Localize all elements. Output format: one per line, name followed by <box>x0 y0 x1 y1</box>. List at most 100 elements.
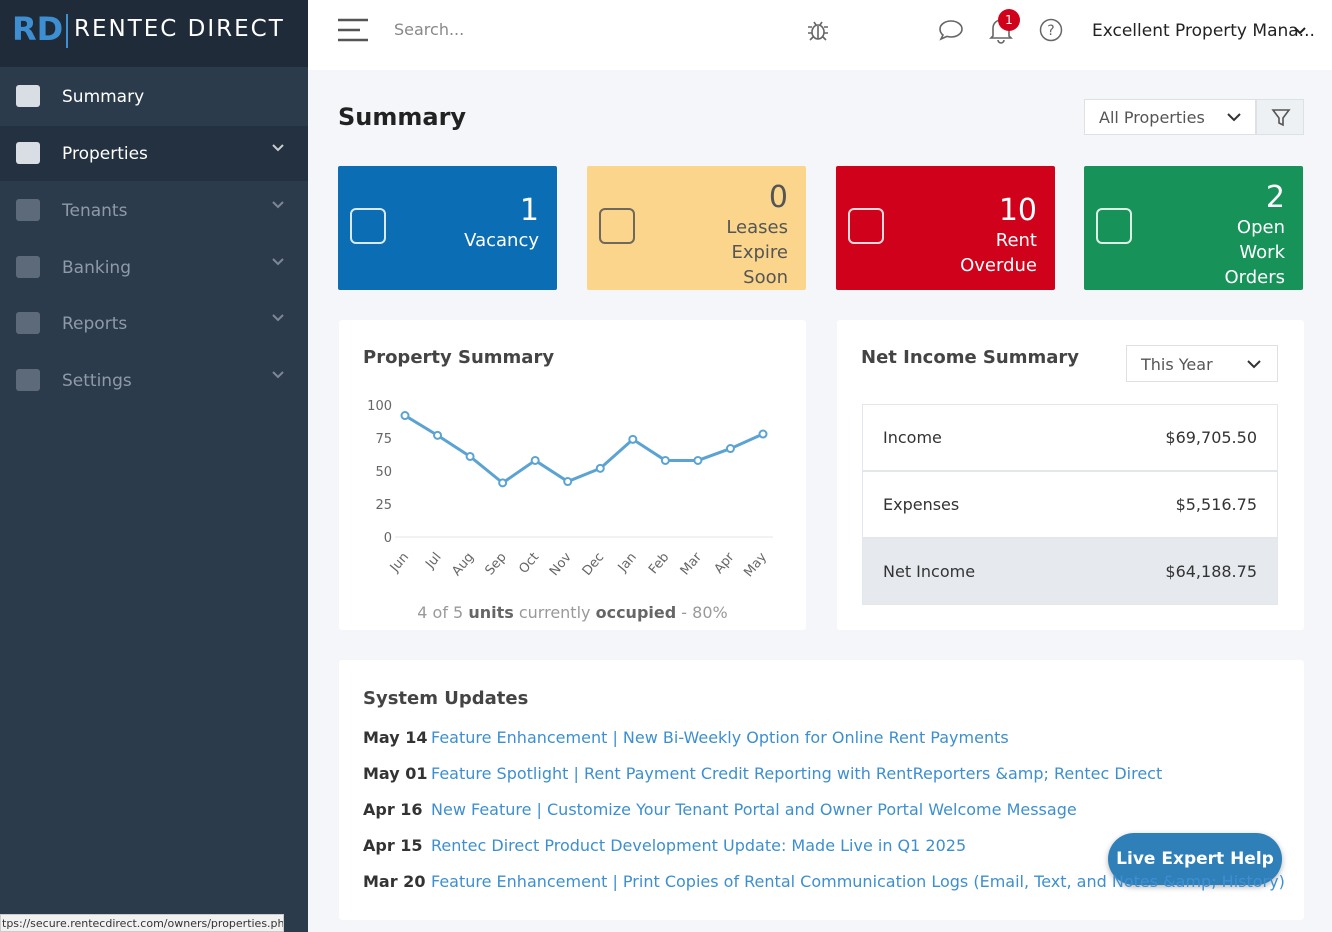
stat-value: 10 <box>998 193 1037 228</box>
y-tick-label: 100 <box>367 399 392 414</box>
stat-label: Leases Expire Soon <box>726 217 788 288</box>
stat-icon <box>350 208 386 244</box>
select-caret <box>1227 113 1241 122</box>
income-row: Net Income $64,188.75 <box>862 538 1278 605</box>
svg-text:?: ? <box>1047 23 1054 39</box>
filter-icon <box>1271 109 1291 127</box>
update-link[interactable]: Feature Enhancement | New Bi-Weekly Opti… <box>431 728 1009 747</box>
update-item: May 01 Feature Spotlight | Rent Payment C… <box>363 764 1162 783</box>
occupancy-middle: currently <box>518 603 591 622</box>
nav-item[interactable]: Reports <box>0 296 308 352</box>
x-tick-label: Dec <box>580 550 608 579</box>
account-caret[interactable] <box>1294 27 1306 35</box>
y-tick-label: 75 <box>375 432 392 447</box>
update-date: Mar 20 <box>363 872 426 891</box>
occupancy-status: occupied <box>595 603 677 622</box>
nav-item[interactable]: Banking <box>0 240 308 296</box>
data-point <box>433 430 443 440</box>
bug-icon[interactable] <box>806 18 830 42</box>
x-tick-label: Aug <box>449 550 477 579</box>
search-input[interactable]: Search... <box>394 20 465 39</box>
nav-label: Reports <box>62 314 128 334</box>
stat-icon <box>848 208 884 244</box>
topbar: Search... 1 ? Excellent Property Mana... <box>308 0 1332 70</box>
nav-chevron <box>272 314 284 322</box>
nav-item[interactable]: Summary <box>0 69 308 125</box>
occupancy-text: 4 of 5 units currently occupied - 80% <box>339 603 806 622</box>
data-point <box>530 455 540 465</box>
x-tick-label: Apr <box>712 549 738 576</box>
logo-text: RENTEC DIRECT <box>74 16 285 42</box>
stat-card[interactable]: 0 Leases Expire Soon <box>587 166 806 290</box>
stat-label: Open Work Orders <box>1224 217 1285 288</box>
update-link[interactable]: Feature Spotlight | Rent Payment Credit … <box>431 764 1163 783</box>
x-tick-label: Sep <box>482 550 509 578</box>
stat-label: Vacancy <box>464 230 539 251</box>
occupancy-percent: - 80% <box>681 603 728 622</box>
y-tick-label: 0 <box>384 531 392 546</box>
panel-title: Net Income Summary <box>861 347 1079 368</box>
x-tick-label: Oct <box>516 550 542 577</box>
stat-value: 0 <box>768 180 788 215</box>
nav-icon <box>16 256 40 278</box>
update-item: Mar 20 Feature Enhancement | Print Copies… <box>363 872 1285 891</box>
system-updates-panel: System Updates <box>339 660 1304 920</box>
select-caret <box>1247 360 1261 369</box>
data-point <box>758 429 768 439</box>
stat-card[interactable]: 2 Open Work Orders <box>1084 166 1303 290</box>
logo-divider <box>66 14 68 48</box>
stat-card[interactable]: 10 Rent Overdue <box>836 166 1055 290</box>
update-link[interactable]: New Feature | Customize Your Tenant Port… <box>431 800 1077 819</box>
help-icon[interactable]: ? <box>1039 18 1063 42</box>
nav-icon <box>16 85 40 107</box>
nav-icon <box>16 199 40 221</box>
income-label: Expenses <box>883 495 960 514</box>
nav-label: Tenants <box>62 201 128 221</box>
panel-title: System Updates <box>363 688 529 709</box>
nav-highlight <box>0 126 308 181</box>
update-link[interactable]: Feature Enhancement | Print Copies of Re… <box>431 872 1285 891</box>
update-item: Apr 15 Rentec Direct Product Development … <box>363 836 966 855</box>
page-title: Summary <box>338 103 467 131</box>
nav-chevron <box>272 201 284 209</box>
stat-card[interactable]: 1 Vacancy <box>338 166 557 290</box>
stat-value: 2 <box>1265 180 1285 215</box>
menu-icon[interactable] <box>338 18 370 42</box>
nav-item[interactable]: Tenants <box>0 183 308 239</box>
account-menu[interactable]: Excellent Property Mana... <box>1092 21 1315 41</box>
nav-label: Properties <box>62 144 148 164</box>
stat-label: Rent Overdue <box>960 230 1037 276</box>
line-chart: 0 25 50 75 100 Jun Jul Aug Sep Oct Nov Dec Jan Feb Mar… <box>367 399 773 580</box>
filter-button[interactable] <box>1256 99 1304 135</box>
nav-icon <box>16 142 40 164</box>
data-point <box>498 478 508 488</box>
notification-badge: 1 <box>998 9 1020 31</box>
chat-icon[interactable] <box>938 18 964 42</box>
nav-item[interactable]: Properties <box>0 126 308 182</box>
data-point <box>595 463 605 473</box>
income-row: Income $69,705.50 <box>862 404 1278 471</box>
income-label: Net Income <box>883 562 976 581</box>
nav-item[interactable]: Settings <box>0 353 308 409</box>
property-select[interactable]: All Properties <box>1084 99 1256 135</box>
data-line <box>404 414 764 485</box>
update-link[interactable]: Rentec Direct Product Development Update… <box>431 836 967 855</box>
period-select[interactable]: This Year <box>1126 345 1278 382</box>
live-help-button[interactable]: Live Expert Help <box>1108 833 1282 885</box>
x-tick-label: Jan <box>615 550 640 576</box>
occupancy-unit: units <box>468 603 514 622</box>
x-tick-label: Jul <box>422 550 444 572</box>
x-tick-label: Jun <box>387 550 412 576</box>
y-tick-label: 50 <box>375 465 392 480</box>
income-amount: $64,188.75 <box>1165 562 1257 581</box>
property-summary-panel: Property Summary 0 25 50 75 100 Jun Jul Aug Sep O… <box>339 320 806 630</box>
stat-value: 1 <box>519 193 539 228</box>
y-tick-label: 25 <box>375 498 392 513</box>
nav-chevron <box>272 371 284 379</box>
logo[interactable]: RD RENTEC DIRECT <box>0 0 308 67</box>
panel-title: Property Summary <box>363 347 555 368</box>
logo-mark: RD <box>12 10 64 48</box>
data-point <box>660 455 670 465</box>
data-point <box>400 411 410 421</box>
